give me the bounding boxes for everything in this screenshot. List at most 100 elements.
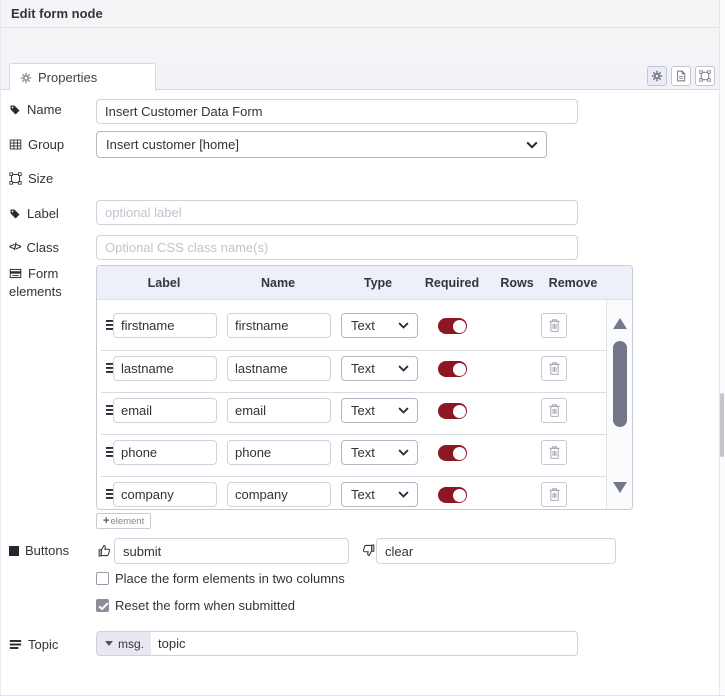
row-separator [101, 476, 607, 477]
tag-icon [9, 208, 21, 220]
tag-icon [9, 104, 21, 116]
element-name-input[interactable] [227, 440, 331, 465]
trash-icon [548, 361, 561, 376]
delete-element-button[interactable] [541, 440, 567, 465]
thumbs-down-icon [361, 543, 376, 558]
gear-icon [20, 72, 32, 84]
object-group-icon [9, 172, 22, 185]
tab-properties-label: Properties [38, 70, 98, 85]
form-elements-field-label: Form [9, 266, 58, 281]
name-field-label: Name [9, 102, 62, 117]
required-toggle[interactable] [438, 361, 467, 377]
msg-type-button[interactable]: msg. [97, 632, 152, 655]
row-separator [101, 434, 607, 435]
form-elements-field-label2: elements [9, 284, 62, 299]
chevron-down-icon [398, 449, 409, 456]
check-icon [98, 602, 109, 611]
element-name-input[interactable] [227, 356, 331, 381]
label-input[interactable] [96, 200, 578, 225]
scrollbar-thumb[interactable] [613, 341, 627, 427]
appearance-section-button[interactable] [695, 66, 715, 86]
thumbs-up-icon [97, 543, 112, 558]
msg-prefix-label: msg. [118, 636, 145, 651]
dialog-titlebar: Edit form node [1, 0, 720, 28]
table-icon [9, 138, 22, 151]
document-icon [675, 70, 687, 82]
delete-element-button[interactable] [541, 356, 567, 381]
required-toggle[interactable] [438, 487, 467, 503]
delete-element-button[interactable] [541, 482, 567, 507]
required-toggle[interactable] [438, 403, 467, 419]
checkbox[interactable] [96, 572, 109, 585]
name-input[interactable] [96, 99, 578, 124]
table-row: Text [97, 478, 607, 509]
dialog-actionbar: Delete Cancel Done [1, 28, 720, 85]
chevron-down-icon [398, 407, 409, 414]
clear-button-label-input[interactable] [376, 538, 616, 564]
trash-icon [548, 487, 561, 502]
element-label-input[interactable] [113, 313, 217, 338]
properties-section-button[interactable] [647, 66, 667, 86]
element-type-select[interactable]: Text [341, 482, 418, 507]
element-label-input[interactable] [113, 482, 217, 507]
element-type-select[interactable]: Text [341, 313, 418, 338]
element-label-input[interactable] [113, 440, 217, 465]
topic-value: topic [158, 636, 186, 651]
header-name: Name [260, 276, 296, 290]
element-type-select[interactable]: Text [341, 356, 418, 381]
add-element-button[interactable]: + element [96, 513, 152, 529]
trash-icon [548, 318, 561, 333]
element-name-input[interactable] [227, 482, 331, 507]
delete-element-button[interactable] [541, 398, 567, 423]
delete-element-button[interactable] [541, 313, 567, 338]
size-field-label: Size [9, 171, 53, 186]
dialog-title: Edit form node [11, 6, 103, 21]
page-scrollbar[interactable] [719, 0, 725, 695]
square-icon [9, 545, 19, 556]
page-scrollbar-thumb[interactable] [720, 393, 724, 457]
table-row: Text [97, 309, 607, 342]
scroll-up-arrow[interactable] [613, 318, 627, 329]
topic-typed-input[interactable]: msg. topic [96, 631, 578, 656]
element-label-input[interactable] [113, 356, 217, 381]
table-row: Text [97, 352, 607, 385]
header-label: Label [147, 276, 181, 290]
trash-icon [548, 445, 561, 460]
header-remove: Remove [548, 276, 598, 290]
scroll-down-arrow[interactable] [613, 482, 627, 493]
appearance-icon [699, 70, 711, 82]
required-toggle[interactable] [438, 318, 467, 334]
two-columns-label: Place the form elements in two columns [115, 571, 345, 586]
tab-properties[interactable]: Properties [9, 63, 156, 91]
form-elements-table: Label Name Type Required Rows Remove Tex… [96, 265, 633, 510]
trash-icon [548, 403, 561, 418]
reset-form-option[interactable]: Reset the form when submitted [96, 598, 295, 613]
required-toggle[interactable] [438, 445, 467, 461]
chevron-down-icon [398, 491, 409, 498]
group-select[interactable]: Insert customer [home] [96, 131, 547, 158]
reset-form-label: Reset the form when submitted [115, 598, 295, 613]
element-label-input[interactable] [113, 398, 217, 423]
table-row: Text [97, 436, 607, 469]
chevron-down-icon [398, 365, 409, 372]
element-name-input[interactable] [227, 313, 331, 338]
table-row: Text [97, 394, 607, 427]
description-section-button[interactable] [671, 66, 691, 86]
group-field-label: Group [9, 137, 64, 152]
class-input[interactable] [96, 235, 578, 260]
header-rows: Rows [500, 276, 534, 290]
two-columns-option[interactable]: Place the form elements in two columns [96, 571, 345, 586]
element-type-select[interactable]: Text [341, 440, 418, 465]
list-icon [9, 267, 22, 280]
chevron-down-icon [398, 322, 409, 329]
header-type: Type [363, 276, 393, 290]
element-name-input[interactable] [227, 398, 331, 423]
submit-button-label-input[interactable] [114, 538, 349, 564]
gear-icon [651, 70, 663, 82]
element-type-select[interactable]: Text [341, 398, 418, 423]
group-select-value: Insert customer [home] [106, 137, 239, 152]
table-scrollbar[interactable] [606, 300, 632, 509]
checkbox[interactable] [96, 599, 109, 612]
tasks-icon [9, 638, 22, 651]
caret-down-icon [105, 641, 113, 646]
